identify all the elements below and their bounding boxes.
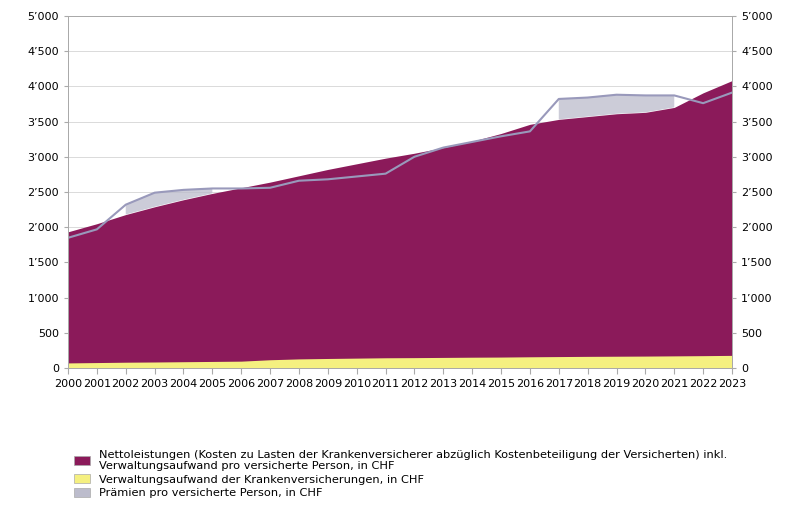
Legend: Nettoleistungen (Kosten zu Lasten der Krankenversicherer abzüglich Kostenbeteili: Nettoleistungen (Kosten zu Lasten der Kr… <box>74 450 727 498</box>
